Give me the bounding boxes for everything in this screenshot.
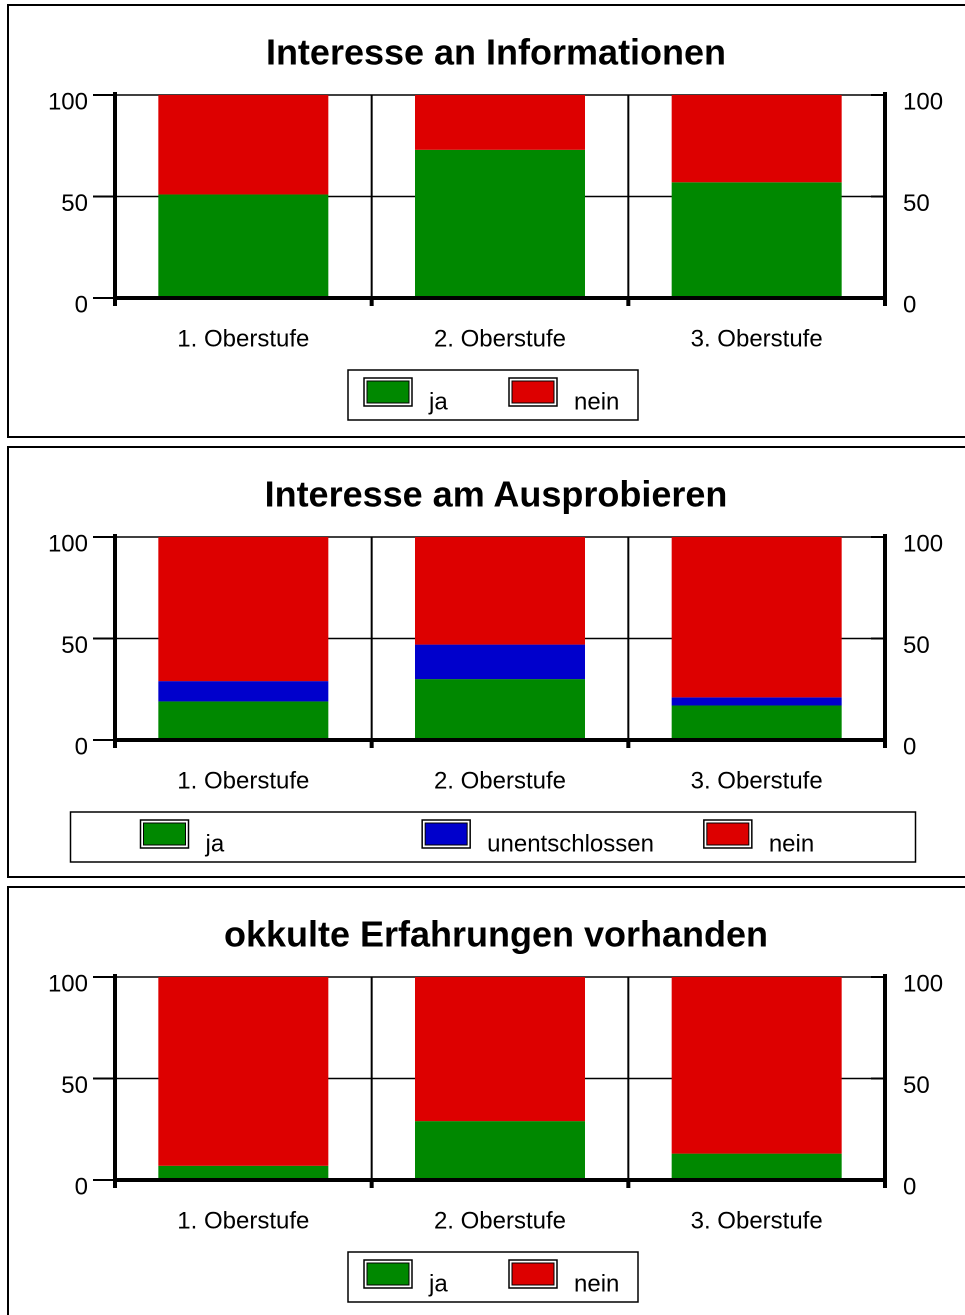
- bar-segment: [671, 705, 842, 740]
- chart-title: Interesse an Informationen: [266, 32, 726, 73]
- bar-segment: [415, 679, 585, 740]
- y2-tick-label: 0: [903, 291, 916, 318]
- bar-segment: [671, 697, 842, 706]
- bar-segment: [671, 1153, 842, 1180]
- legend-swatch: [511, 380, 555, 404]
- bar-segment: [158, 977, 329, 1166]
- y2-tick-label: 50: [903, 190, 930, 217]
- bar-segment: [415, 149, 585, 298]
- legend-box: [69, 811, 917, 863]
- y-tick-label: 50: [61, 190, 88, 217]
- legend-label: nein: [769, 830, 814, 857]
- x-tick-label: 2. Oberstufe: [434, 1207, 566, 1234]
- y-tick-label: 100: [48, 970, 88, 997]
- chart-title: Interesse am Ausprobieren: [265, 474, 728, 515]
- y-tick-label: 100: [48, 88, 88, 115]
- x-tick-label: 3. Oberstufe: [691, 325, 823, 352]
- bar-segment: [158, 1165, 329, 1180]
- legend-swatch: [366, 1262, 410, 1286]
- bar-segment: [158, 537, 329, 682]
- y2-tick-label: 100: [903, 530, 943, 557]
- y2-tick-label: 50: [903, 632, 930, 659]
- bar-segment: [415, 1121, 585, 1180]
- bar-segment: [671, 537, 842, 698]
- y-tick-label: 100: [48, 530, 88, 557]
- bar-segment: [158, 701, 329, 740]
- x-tick-label: 1. Oberstufe: [177, 325, 309, 352]
- x-tick-label: 1. Oberstufe: [177, 767, 309, 794]
- y2-tick-label: 0: [903, 1173, 916, 1200]
- legend-swatch: [424, 822, 468, 846]
- legend-label: ja: [428, 388, 448, 415]
- y2-tick-label: 0: [903, 733, 916, 760]
- x-tick-label: 3. Oberstufe: [691, 1207, 823, 1234]
- panel-frame: [7, 4, 965, 438]
- bar-segment: [671, 182, 842, 298]
- bar-segment: [671, 95, 842, 183]
- y2-tick-label: 100: [903, 970, 943, 997]
- panel-frame: [7, 446, 965, 878]
- y-tick-label: 0: [75, 1173, 88, 1200]
- bar-segment: [415, 644, 585, 680]
- bar-segment: [158, 681, 329, 702]
- x-tick-label: 1. Oberstufe: [177, 1207, 309, 1234]
- bar-segment: [415, 977, 585, 1122]
- legend-label: nein: [574, 1270, 619, 1297]
- legend-swatch: [706, 822, 750, 846]
- bar-segment: [158, 194, 329, 298]
- x-tick-label: 3. Oberstufe: [691, 767, 823, 794]
- bar-segment: [415, 95, 585, 150]
- legend-label: ja: [428, 1270, 448, 1297]
- y2-tick-label: 50: [903, 1072, 930, 1099]
- legend-swatch: [143, 822, 186, 846]
- legend-swatch: [511, 1262, 555, 1286]
- y-tick-label: 0: [75, 733, 88, 760]
- legend-label: unentschlossen: [487, 830, 654, 857]
- bar-segment: [671, 977, 842, 1154]
- chart-title: okkulte Erfahrungen vorhanden: [224, 914, 768, 955]
- legend-label: ja: [205, 830, 225, 857]
- y-tick-label: 0: [75, 291, 88, 318]
- x-tick-label: 2. Oberstufe: [434, 325, 566, 352]
- panel-frame: [7, 886, 965, 1315]
- x-tick-label: 2. Oberstufe: [434, 767, 566, 794]
- bar-segment: [158, 95, 329, 195]
- bar-segment: [415, 537, 585, 645]
- y-tick-label: 50: [61, 1072, 88, 1099]
- legend-swatch: [366, 380, 410, 404]
- y-tick-label: 50: [61, 632, 88, 659]
- legend-label: nein: [574, 388, 619, 415]
- y2-tick-label: 100: [903, 88, 943, 115]
